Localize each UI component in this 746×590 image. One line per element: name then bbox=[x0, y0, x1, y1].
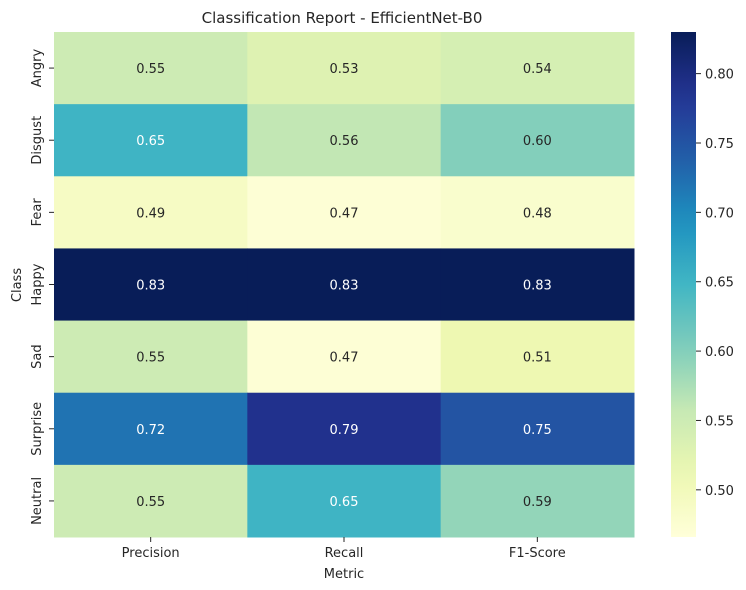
heatmap-cell bbox=[54, 32, 248, 105]
cell-value-label: 0.47 bbox=[330, 206, 359, 221]
heatmap-cell bbox=[440, 464, 635, 538]
cell-value-label: 0.83 bbox=[136, 279, 165, 294]
cell-value-label: 0.75 bbox=[523, 423, 552, 438]
cell-value-label: 0.60 bbox=[523, 134, 552, 149]
cell-value-label: 0.54 bbox=[523, 62, 552, 77]
heatmap-cell bbox=[247, 176, 442, 249]
y-tick-label: Surprise bbox=[30, 402, 45, 456]
colorbar-tick-label: 0.75 bbox=[705, 137, 734, 152]
heatmap-cell bbox=[54, 320, 248, 394]
colorbar-tick-label: 0.55 bbox=[705, 414, 734, 429]
cell-value-label: 0.55 bbox=[136, 62, 165, 77]
cell-value-label: 0.51 bbox=[523, 351, 552, 366]
y-tick-label: Neutral bbox=[30, 477, 45, 525]
cell-value-label: 0.55 bbox=[136, 495, 165, 510]
heatmap-cell bbox=[247, 392, 442, 466]
cell-value-label: 0.65 bbox=[330, 495, 359, 510]
x-tick-label: Precision bbox=[122, 546, 180, 561]
heatmap-cell bbox=[440, 32, 635, 105]
colorbar-tick-label: 0.65 bbox=[705, 276, 734, 291]
heatmap-cell bbox=[54, 392, 248, 466]
heatmap-cell bbox=[54, 104, 248, 177]
cell-value-label: 0.79 bbox=[330, 423, 359, 438]
heatmap-cell bbox=[54, 176, 248, 249]
row-labels: Angry Disgust Fear Happy Sad Surprise Neutral bbox=[30, 49, 54, 525]
colorbar-ticks: 0.50 0.55 0.60 0.65 0.70 0.75 0.80 bbox=[696, 68, 734, 499]
column-labels: Precision Recall F1-Score bbox=[122, 537, 566, 561]
heatmap-cell bbox=[247, 104, 442, 177]
cell-value-label: 0.56 bbox=[330, 134, 359, 149]
heatmap-cell bbox=[440, 392, 635, 466]
colorbar-tick-label: 0.60 bbox=[705, 345, 734, 360]
y-tick-label: Happy bbox=[30, 263, 45, 305]
heatmap-cell bbox=[440, 176, 635, 249]
heatmap-cells: 0.55 0.53 0.54 0.65 0.56 0.60 0.49 0.47 0.48 0.83… bbox=[54, 32, 635, 538]
colorbar: 0.50 0.55 0.60 0.65 0.70 0.75 0.80 bbox=[671, 32, 734, 537]
cell-value-label: 0.83 bbox=[523, 279, 552, 294]
cell-value-label: 0.83 bbox=[330, 279, 359, 294]
heatmap-cell bbox=[247, 320, 442, 394]
heatmap-cell bbox=[247, 248, 442, 322]
heatmap-cell bbox=[247, 32, 442, 105]
cell-value-label: 0.53 bbox=[330, 62, 359, 77]
x-tick-label: Recall bbox=[325, 546, 364, 561]
heatmap-cell bbox=[440, 248, 635, 322]
cell-value-label: 0.48 bbox=[523, 206, 552, 221]
heatmap-cell bbox=[54, 248, 248, 322]
x-axis-label: Metric bbox=[324, 567, 364, 582]
x-tick-label: F1-Score bbox=[509, 546, 566, 561]
y-tick-label: Sad bbox=[30, 344, 45, 368]
cell-value-label: 0.65 bbox=[136, 134, 165, 149]
heatmap-cell bbox=[440, 320, 635, 394]
cell-value-label: 0.72 bbox=[136, 423, 165, 438]
cell-value-label: 0.49 bbox=[136, 206, 165, 221]
colorbar-gradient bbox=[671, 32, 696, 537]
y-tick-label: Angry bbox=[30, 49, 45, 88]
heatmap-cell bbox=[440, 104, 635, 177]
y-axis-label: Class bbox=[10, 268, 25, 302]
colorbar-tick-label: 0.80 bbox=[705, 68, 734, 83]
heatmap-cell bbox=[247, 464, 442, 538]
colorbar-tick-label: 0.50 bbox=[705, 484, 734, 499]
cell-value-label: 0.59 bbox=[523, 495, 552, 510]
heatmap-cell bbox=[54, 464, 248, 538]
colorbar-tick-label: 0.70 bbox=[705, 206, 734, 221]
cell-value-label: 0.55 bbox=[136, 351, 165, 366]
y-tick-label: Disgust bbox=[30, 116, 45, 165]
chart-title: Classification Report - EfficientNet-B0 bbox=[202, 9, 483, 27]
cell-value-label: 0.47 bbox=[330, 351, 359, 366]
y-tick-label: Fear bbox=[30, 198, 45, 227]
